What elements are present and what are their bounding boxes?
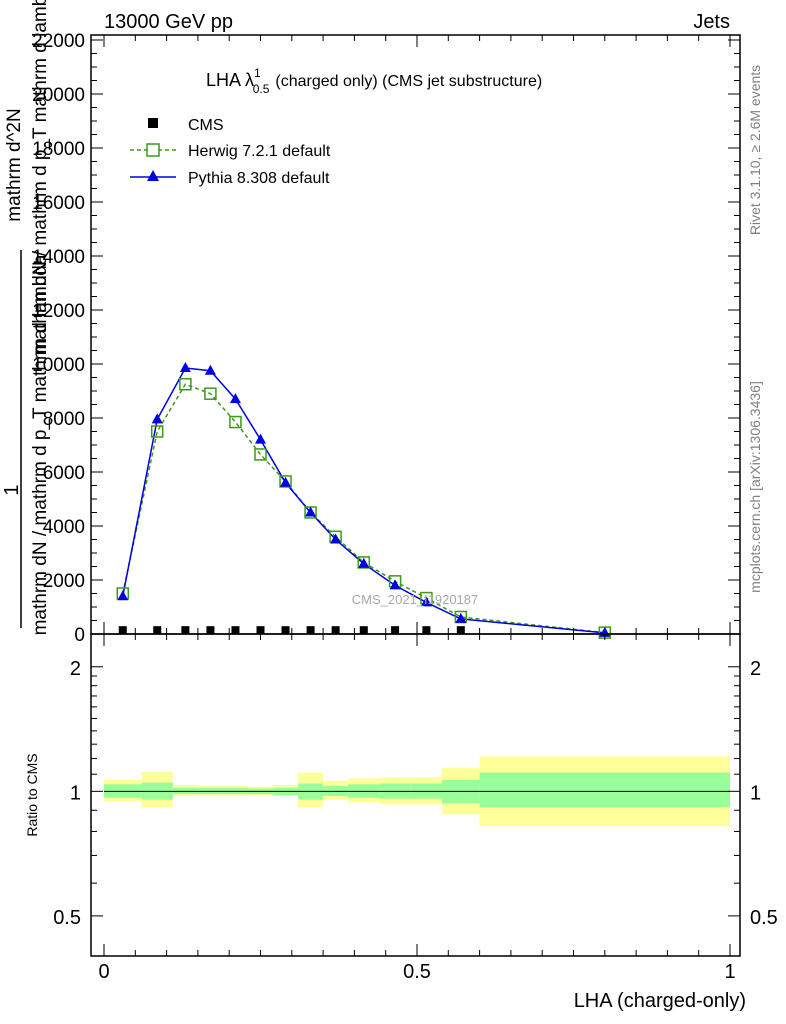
ratio-x-tick-label: 0.5	[403, 961, 431, 983]
legend-label-cms: CMS	[188, 117, 224, 134]
ratio-y-tick-label: 0.5	[53, 907, 81, 929]
pythia-data-point	[358, 557, 370, 568]
cms-data-point	[153, 626, 162, 635]
cms-data-point	[281, 626, 290, 635]
pythia-data-point	[455, 612, 467, 623]
main-y-tick-label: 18000	[32, 139, 85, 160]
legend-marker-cms	[148, 118, 158, 128]
pythia-data-point	[305, 506, 317, 517]
ratio-x-tick-label: 1	[724, 961, 735, 983]
herwig-data-point	[357, 556, 371, 569]
watermark: CMS_2021_I1920187	[352, 592, 479, 607]
cms-data-point	[206, 626, 215, 635]
cms-data-point	[422, 626, 431, 635]
y-label-numerator-d2n: mathrm d^2N	[4, 108, 25, 221]
main-y-tick-label: 4000	[43, 517, 85, 538]
ratio-y-label: Ratio to CMS	[24, 753, 40, 836]
cms-data-point	[306, 626, 315, 635]
herwig-data-point	[254, 448, 267, 461]
header-energy: 13000 GeV pp	[104, 11, 233, 33]
pythia-data-point	[330, 533, 342, 544]
ratio-y-ticks: 0.5 1 2 0.5 1 2	[53, 658, 778, 929]
herwig-data-point	[204, 387, 217, 400]
main-series-group	[116, 362, 612, 639]
legend-marker-herwig	[146, 143, 160, 157]
main-y-tick-label: 20000	[32, 85, 85, 106]
ratio-y-tick-label: 2	[70, 658, 81, 680]
main-y-tick-label: 2000	[43, 571, 85, 592]
herwig-data-point	[179, 378, 192, 391]
pythia-data-point	[204, 364, 216, 375]
main-y-tick-label: 6000	[43, 463, 85, 484]
pythia-data-point	[389, 579, 401, 590]
plot-title-main: LHA λ	[206, 70, 254, 90]
main-y-ticks: 0 2000 4000 6000 8000 10000 12000 14000 16000 180…	[32, 31, 740, 646]
main-y-tick-label: 10000	[32, 355, 85, 376]
pythia-data-point	[255, 433, 266, 444]
cms-data-point	[118, 626, 127, 635]
pythia-data-point	[151, 413, 163, 424]
legend-label-pythia: Pythia 8.308 default	[188, 170, 330, 187]
cms-data-point	[256, 626, 265, 635]
y-label-denominator-1: mathrm dN / mathrm d p_T mathrm d lambda	[30, 254, 51, 635]
plot-title-sub: 0.5	[253, 82, 270, 96]
mcplots-label: mcplots.cern.ch [arXiv:1306.3436]	[747, 381, 763, 593]
main-y-tick-label: 8000	[43, 409, 85, 430]
ratio-x-ticks: 0 0.5 1	[98, 634, 736, 983]
main-y-tick-label: 12000	[32, 301, 85, 322]
legend-marker-pythia	[147, 170, 159, 181]
plot-title: LHA λ1 0.5 (charged only) (CMS jet substru…	[206, 66, 542, 96]
pythia-data-point	[117, 590, 129, 601]
ratio-y-tick-label-right: 0.5	[750, 907, 778, 929]
main-y-tick-label: 14000	[32, 247, 85, 268]
cms-data-point	[231, 626, 240, 635]
y-label-numerator-one: 1	[1, 484, 23, 495]
pythia-data-point	[420, 596, 432, 607]
ratio-inner-band	[479, 772, 730, 808]
pythia-data-point	[280, 476, 292, 487]
herwig-data-point	[150, 425, 164, 438]
ratio-y-tick-label-right: 2	[750, 658, 761, 680]
cms-data-point	[456, 626, 465, 635]
main-y-tick-label: 0	[74, 625, 85, 646]
cms-data-point	[391, 626, 400, 635]
legend-label-herwig: Herwig 7.2.1 default	[188, 143, 331, 160]
ratio-plot-frame	[90, 633, 741, 957]
ratio-x-tick-label: 0	[98, 961, 109, 983]
rivet-label: Rivet 3.1.10, ≥ 2.6M events	[747, 65, 763, 235]
main-y-tick-label: 16000	[32, 193, 85, 214]
pythia-data-point	[179, 362, 191, 373]
y-label-denominator-2: mathrm dN / mathrm d p_T mathrm d lambda	[30, 0, 51, 355]
cms-data-point	[331, 626, 340, 635]
main-plot-panel: 0 2000 4000 6000 8000 10000 12000 14000 16000 180…	[1, 0, 741, 646]
x-axis-label: LHA (charged-only)	[574, 990, 746, 1012]
plot-title-sup: 1	[254, 66, 261, 80]
cms-data-point	[359, 626, 368, 635]
main-y-axis-label: 1 mathrm dN / mathrm d p_T mathrm d lamb…	[1, 0, 51, 635]
legend: CMS Herwig 7.2.1 default Pythia 8.308 de…	[130, 117, 331, 187]
ratio-y-tick-label-right: 1	[750, 782, 761, 804]
herwig-data-point	[229, 415, 242, 429]
main-y-tick-label: 22000	[32, 31, 85, 52]
herwig-data-point	[279, 475, 292, 488]
pythia-data-point	[229, 393, 241, 404]
cms-data-point	[181, 626, 190, 635]
plot-title-rest: (charged only) (CMS jet substructure)	[275, 73, 542, 90]
ratio-y-tick-label: 1	[70, 782, 81, 804]
header-category: Jets	[693, 11, 730, 33]
